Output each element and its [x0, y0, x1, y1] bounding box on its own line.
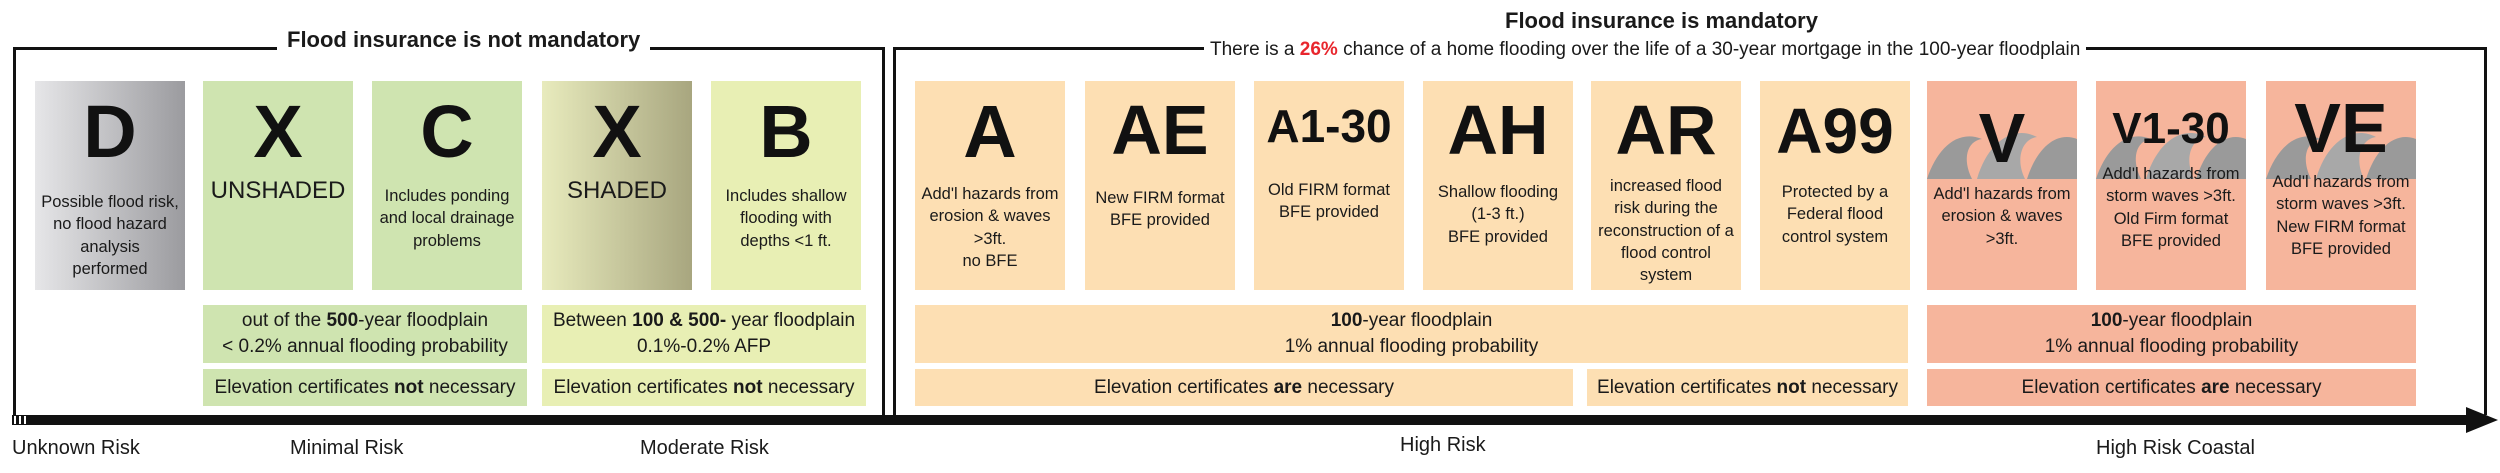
minimal-cert-band: Elevation certificates not necessary: [203, 369, 527, 406]
minimal-cert-text: Elevation certificates not necessary: [214, 376, 516, 398]
moderate-floodplain-band: Between 100 & 500- year floodplain 0.1%-…: [542, 305, 866, 363]
high-cert-b-band: Elevation certificates not necessary: [1587, 369, 1908, 406]
risk-minimal: Minimal Risk: [290, 437, 404, 459]
zone-ah-box: AH Shallow flooding (1-3 ft.) BFE provid…: [1423, 81, 1573, 290]
coastal-cert-text: Elevation certificates are necessary: [2021, 376, 2322, 398]
zone-c-box: C Includes ponding and local drainage pr…: [372, 81, 522, 290]
zone-ve-code: VE: [2294, 89, 2388, 167]
minimal-floodplain-band: out of the 500-year floodplain < 0.2% an…: [203, 305, 527, 363]
high-floodplain-line2: 1% annual flooding probability: [1284, 336, 1539, 357]
moderate-cert-text: Elevation certificates not necessary: [553, 376, 855, 398]
mandatory-title: Flood insurance is mandatory: [1495, 8, 1828, 34]
zone-v-code: V: [1978, 99, 2026, 177]
moderate-cert-band: Elevation certificates not necessary: [542, 369, 866, 406]
moderate-floodplain-line1: Between 100 & 500- year floodplain: [552, 310, 856, 332]
zone-x-unshaded-code: X: [253, 90, 303, 173]
subtitle-post: chance of a home flooding over the life …: [1337, 39, 2081, 60]
wave-icon: [2266, 133, 2416, 179]
zone-a-box: A Add'l hazards from erosion & waves >3f…: [915, 81, 1065, 290]
high-floodplain-line1: 100-year floodplain: [1330, 310, 1493, 332]
zone-b-code: B: [759, 90, 813, 173]
zone-c-code: C: [420, 90, 474, 173]
zone-ar-desc: increased flood risk during the reconstr…: [1598, 177, 1734, 285]
zone-x-unshaded-label: UNSHADED: [210, 177, 346, 204]
zone-d-code: D: [83, 90, 137, 173]
zone-a99-box: A99 Protected by a Federal flood control…: [1760, 81, 1910, 290]
zone-ar-box: AR increased flood risk during the recon…: [1591, 81, 1741, 290]
zone-a1-30-box: A1-30 Old FIRM format BFE provided: [1254, 81, 1404, 290]
risk-moderate: Moderate Risk: [640, 437, 769, 459]
coastal-floodplain-line1: 100-year floodplain: [2090, 310, 2253, 332]
high-cert-a-text: Elevation certificates are necessary: [1094, 376, 1394, 398]
zone-b-box: B Includes shallow flooding with depths …: [711, 81, 861, 290]
zone-v1-30-box: V1-30 Add'l hazards from storm waves >3f…: [2096, 81, 2246, 290]
subtitle-pre: There is a: [1210, 39, 1300, 60]
zone-b-desc: Includes shallow flooding with depths <1…: [725, 187, 847, 250]
risk-unknown: Unknown Risk: [12, 437, 140, 459]
zone-v1-30-desc: Add'l hazards from storm waves >3ft. Old…: [2102, 165, 2240, 250]
zone-ae-box: AE New FIRM format BFE provided: [1085, 81, 1235, 290]
zone-x-shaded-label: SHADED: [566, 177, 668, 204]
risk-high-coastal: High Risk Coastal: [2096, 437, 2255, 459]
coastal-floodplain-line2: 1% annual flooding probability: [2044, 336, 2299, 357]
zone-x-shaded-code: X: [592, 90, 642, 173]
zone-a-desc: Add'l hazards from erosion & waves >3ft.…: [921, 185, 1059, 270]
zone-v-desc: Add'l hazards from erosion & waves >3ft.: [1933, 185, 2071, 248]
zone-ae-desc: New FIRM format BFE provided: [1095, 189, 1225, 230]
not-mandatory-title: Flood insurance is not mandatory: [277, 27, 651, 53]
mandatory-subtitle: There is a 26% chance of a home flooding…: [1204, 39, 2087, 61]
zone-d-box: D Possible flood risk, no flood hazard a…: [35, 81, 185, 290]
moderate-floodplain-line2: 0.1%-0.2% AFP: [636, 336, 772, 357]
zone-ae-code: AE: [1111, 91, 1209, 169]
zone-x-shaded-box: X SHADED: [542, 81, 692, 290]
risk-axis-arrow: [12, 407, 2498, 433]
coastal-cert-band: Elevation certificates are necessary: [1927, 369, 2416, 406]
zone-ve-desc: Add'l hazards from storm waves >3ft. New…: [2272, 173, 2410, 258]
zone-a-code: A: [963, 90, 1017, 173]
zone-ah-code: AH: [1447, 91, 1549, 169]
zone-ar-code: AR: [1615, 91, 1717, 169]
zone-a1-30-code: A1-30: [1266, 100, 1392, 152]
high-cert-a-band: Elevation certificates are necessary: [915, 369, 1573, 406]
zone-ah-desc: Shallow flooding (1-3 ft.) BFE provided: [1437, 183, 1559, 246]
zone-v-box: V Add'l hazards from erosion & waves >3f…: [1927, 81, 2077, 290]
subtitle-percent: 26%: [1299, 39, 1338, 60]
minimal-floodplain-line1: out of the 500-year floodplain: [241, 310, 489, 332]
high-floodplain-band: 100-year floodplain 1% annual flooding p…: [915, 305, 1908, 363]
coastal-floodplain-band: 100-year floodplain 1% annual flooding p…: [1927, 305, 2416, 363]
zone-x-unshaded-box: X UNSHADED: [203, 81, 353, 290]
zone-v1-30-code: V1-30: [2112, 104, 2230, 153]
zone-a1-30-desc: Old FIRM format BFE provided: [1268, 181, 1390, 222]
zone-a99-desc: Protected by a Federal flood control sys…: [1781, 183, 1889, 246]
zone-a99-code: A99: [1776, 95, 1894, 167]
zone-c-desc: Includes ponding and local drainage prob…: [379, 187, 515, 250]
high-cert-b-text: Elevation certificates not necessary: [1597, 376, 1898, 398]
wave-icon: [2096, 133, 2246, 179]
minimal-floodplain-line2: < 0.2% annual flooding probability: [222, 336, 508, 357]
risk-high: High Risk: [1400, 434, 1486, 456]
zone-ve-box: VE Add'l hazards from storm waves >3ft. …: [2266, 81, 2416, 290]
zone-d-desc: Possible flood risk, no flood hazard ana…: [41, 193, 179, 278]
wave-icon: [1927, 133, 2077, 179]
